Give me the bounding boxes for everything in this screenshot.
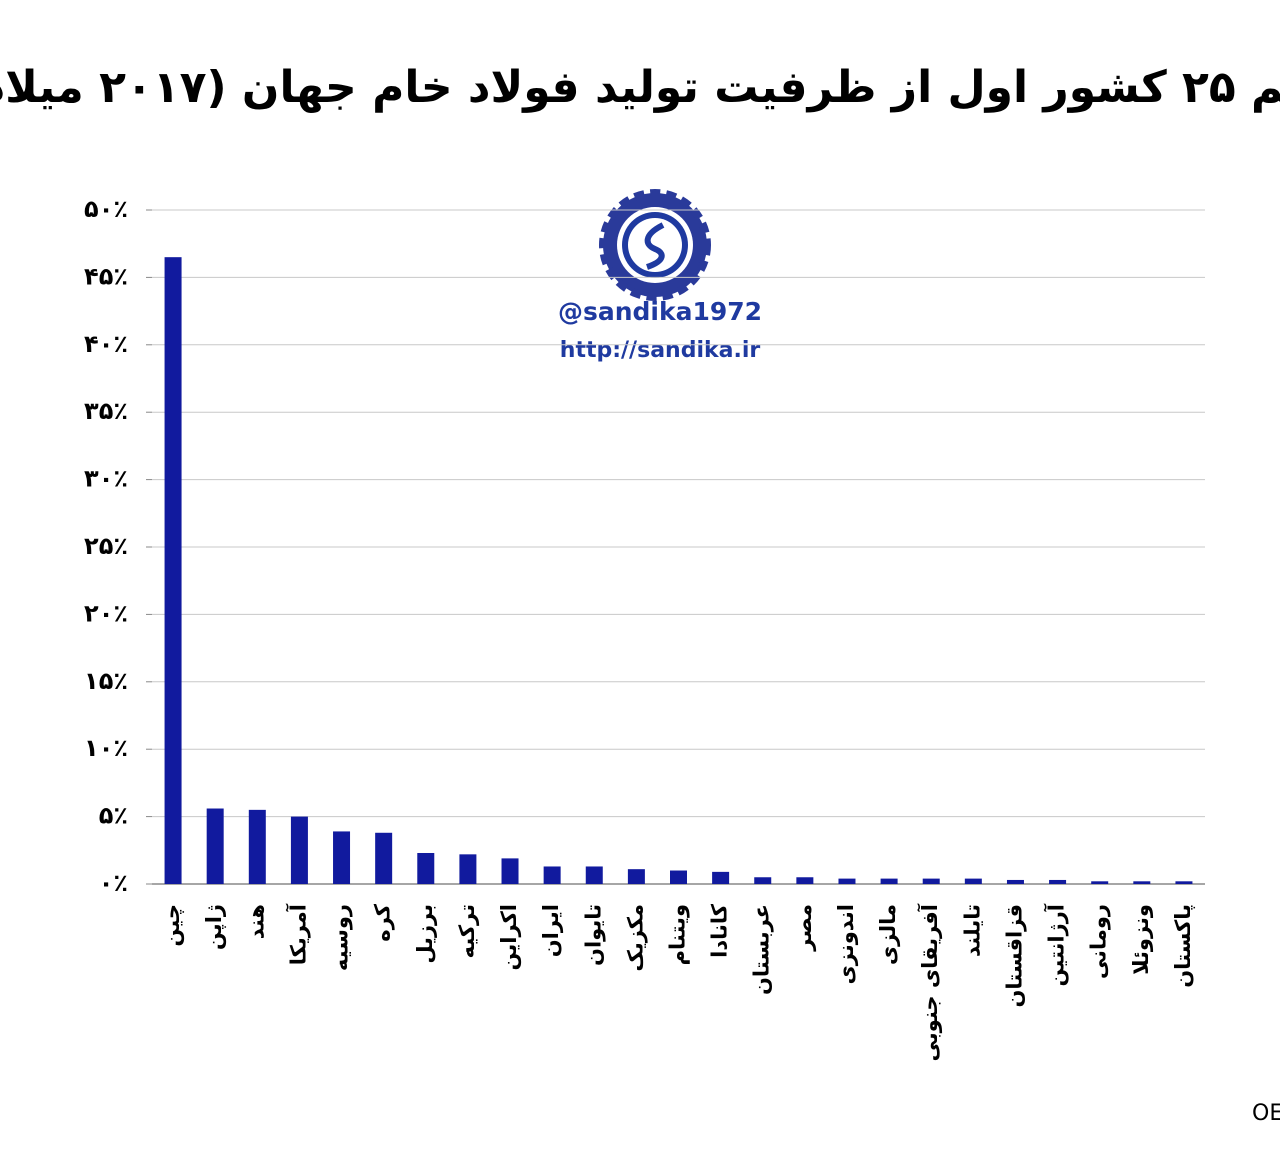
y-tick-label: ۱۵٪: [84, 667, 128, 695]
y-tick-label: ۴۰٪: [84, 330, 128, 358]
bar: [417, 852, 435, 884]
x-tick-label: قزاقستان: [1002, 904, 1026, 1008]
bar: [1175, 881, 1193, 884]
bar: [543, 866, 561, 884]
x-tick-label: کره: [371, 903, 395, 941]
x-tick-label: رومانی: [1087, 904, 1111, 979]
bar: [1006, 879, 1024, 884]
x-tick-label: آمریکا: [285, 903, 310, 965]
y-tick-label: ۲۵٪: [84, 532, 128, 560]
x-tick-label: ویتنام: [666, 904, 690, 965]
x-tick-label: ونزوئلا: [1129, 904, 1153, 975]
bar: [964, 878, 982, 884]
x-tick-label: تایلند: [960, 904, 984, 957]
bar: [585, 866, 603, 884]
x-tick-label: برزیل: [413, 904, 437, 964]
y-tick-label: ۳۰٪: [84, 465, 128, 493]
y-tick-label: ۵٪: [99, 802, 128, 830]
bar: [248, 809, 266, 884]
x-tick-label: ژاپن: [202, 904, 226, 950]
y-tick-label: ۵۰٪: [84, 195, 128, 223]
x-tick-label: پاکستان: [1171, 904, 1195, 988]
logo: [599, 189, 711, 301]
x-tick-label: کانادا: [708, 903, 732, 958]
x-tick-label: مصر: [792, 904, 816, 952]
bar: [501, 858, 519, 884]
y-tick-label: ۱۰٪: [84, 734, 128, 762]
watermark: http://sandika.ir: [560, 338, 761, 363]
source: منبع: OECD: [1252, 1101, 1280, 1126]
bar: [712, 871, 730, 884]
bar: [333, 831, 351, 884]
bar: [375, 832, 393, 884]
bar: [754, 877, 772, 884]
bar: [1133, 881, 1151, 884]
x-tick-label: تایوان: [581, 904, 605, 966]
x-tick-label: چین: [160, 904, 184, 947]
bar: [922, 878, 940, 884]
x-tick-label: اندونزی: [834, 904, 858, 984]
bar: [627, 869, 645, 884]
x-tick-label: آرژانتین: [1044, 903, 1069, 986]
bar: [290, 816, 308, 884]
x-tick-label: عربستان: [750, 904, 774, 995]
x-tick-label: اکراین: [497, 904, 521, 970]
watermark: @sandika1972: [558, 297, 762, 326]
y-tick-label: ۰٪: [99, 869, 128, 897]
y-tick-label: ۲۰٪: [84, 599, 128, 627]
bar: [164, 257, 182, 884]
x-tick-label: ایران: [539, 904, 563, 957]
bar: [670, 870, 687, 884]
bar: [880, 878, 898, 884]
y-tick-label: ۳۵٪: [84, 397, 128, 425]
x-tick-label: مالزی: [876, 904, 900, 965]
x-tick-label: روسیه: [329, 904, 353, 971]
x-tick-label: مکزیک: [623, 904, 647, 972]
bar: [459, 854, 477, 884]
bar: [1049, 879, 1067, 884]
bar: [206, 808, 224, 884]
bar: [796, 877, 814, 884]
bar: [1091, 881, 1109, 884]
x-tick-label: هند: [244, 904, 268, 939]
x-tick-label: آفریقای جنوبی: [917, 903, 942, 1061]
y-tick-label: ۴۵٪: [84, 262, 128, 290]
bar: [838, 878, 856, 884]
chart-title: سهم ۲۵ کشور اول از ظرفیت تولید فولاد خام…: [0, 62, 1280, 113]
x-tick-label: ترکیه: [455, 904, 479, 958]
